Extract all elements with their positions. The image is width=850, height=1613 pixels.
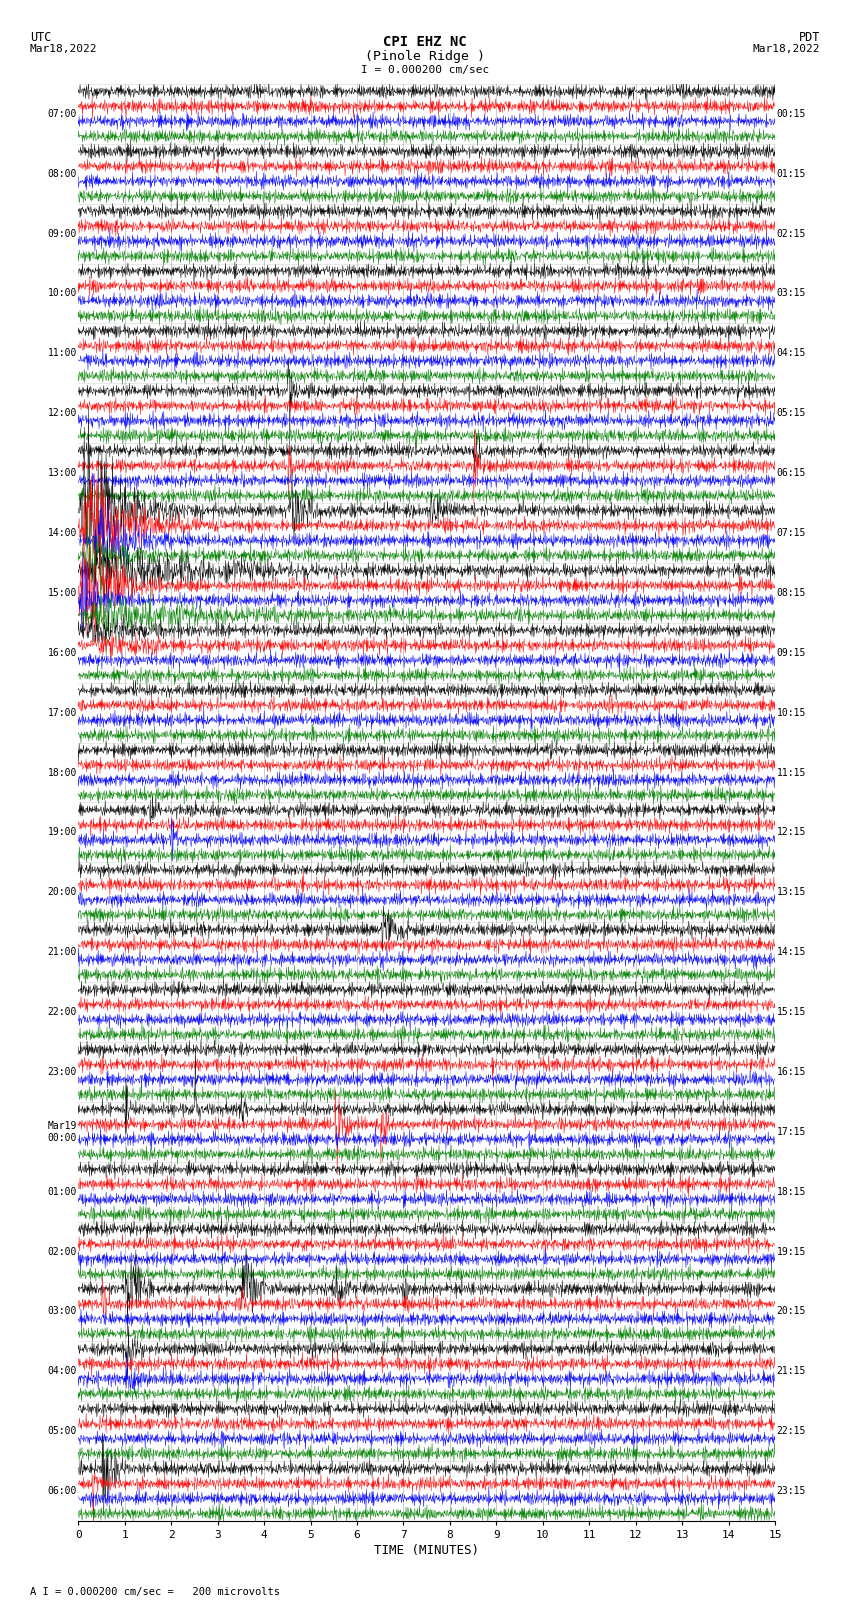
Text: UTC: UTC bbox=[30, 31, 51, 44]
Text: 09:00: 09:00 bbox=[48, 229, 76, 239]
Text: 20:15: 20:15 bbox=[777, 1307, 806, 1316]
Text: 17:00: 17:00 bbox=[48, 708, 76, 718]
Text: 22:15: 22:15 bbox=[777, 1426, 806, 1436]
Text: 10:00: 10:00 bbox=[48, 289, 76, 298]
Text: Mar18,2022: Mar18,2022 bbox=[753, 44, 820, 53]
Text: 23:15: 23:15 bbox=[777, 1486, 806, 1497]
Text: 17:15: 17:15 bbox=[777, 1127, 806, 1137]
Text: 09:15: 09:15 bbox=[777, 648, 806, 658]
Text: 06:15: 06:15 bbox=[777, 468, 806, 477]
Text: 01:00: 01:00 bbox=[48, 1187, 76, 1197]
Text: A I = 0.000200 cm/sec =   200 microvolts: A I = 0.000200 cm/sec = 200 microvolts bbox=[30, 1587, 280, 1597]
Text: 03:15: 03:15 bbox=[777, 289, 806, 298]
Text: 21:00: 21:00 bbox=[48, 947, 76, 957]
Text: 01:15: 01:15 bbox=[777, 169, 806, 179]
Text: 14:00: 14:00 bbox=[48, 527, 76, 539]
Text: 08:15: 08:15 bbox=[777, 587, 806, 598]
Text: 11:00: 11:00 bbox=[48, 348, 76, 358]
Text: 18:00: 18:00 bbox=[48, 768, 76, 777]
X-axis label: TIME (MINUTES): TIME (MINUTES) bbox=[374, 1544, 479, 1557]
Text: Mar19
00:00: Mar19 00:00 bbox=[48, 1121, 76, 1142]
Text: 16:00: 16:00 bbox=[48, 648, 76, 658]
Text: 07:00: 07:00 bbox=[48, 108, 76, 119]
Text: 13:15: 13:15 bbox=[777, 887, 806, 897]
Text: PDT: PDT bbox=[799, 31, 820, 44]
Text: 05:00: 05:00 bbox=[48, 1426, 76, 1436]
Text: Mar18,2022: Mar18,2022 bbox=[30, 44, 97, 53]
Text: I = 0.000200 cm/sec: I = 0.000200 cm/sec bbox=[361, 65, 489, 74]
Text: 05:15: 05:15 bbox=[777, 408, 806, 418]
Text: 06:00: 06:00 bbox=[48, 1486, 76, 1497]
Text: 00:15: 00:15 bbox=[777, 108, 806, 119]
Text: 04:15: 04:15 bbox=[777, 348, 806, 358]
Text: 12:00: 12:00 bbox=[48, 408, 76, 418]
Text: 19:00: 19:00 bbox=[48, 827, 76, 837]
Text: 18:15: 18:15 bbox=[777, 1187, 806, 1197]
Text: 20:00: 20:00 bbox=[48, 887, 76, 897]
Text: 02:15: 02:15 bbox=[777, 229, 806, 239]
Text: 07:15: 07:15 bbox=[777, 527, 806, 539]
Text: CPI EHZ NC: CPI EHZ NC bbox=[383, 35, 467, 50]
Text: 08:00: 08:00 bbox=[48, 169, 76, 179]
Text: 16:15: 16:15 bbox=[777, 1066, 806, 1077]
Text: 14:15: 14:15 bbox=[777, 947, 806, 957]
Text: 03:00: 03:00 bbox=[48, 1307, 76, 1316]
Text: 04:00: 04:00 bbox=[48, 1366, 76, 1376]
Text: 12:15: 12:15 bbox=[777, 827, 806, 837]
Text: 21:15: 21:15 bbox=[777, 1366, 806, 1376]
Text: 11:15: 11:15 bbox=[777, 768, 806, 777]
Text: 02:00: 02:00 bbox=[48, 1247, 76, 1257]
Text: 10:15: 10:15 bbox=[777, 708, 806, 718]
Text: 23:00: 23:00 bbox=[48, 1066, 76, 1077]
Text: (Pinole Ridge ): (Pinole Ridge ) bbox=[365, 50, 485, 63]
Text: 15:00: 15:00 bbox=[48, 587, 76, 598]
Text: 22:00: 22:00 bbox=[48, 1007, 76, 1018]
Text: 15:15: 15:15 bbox=[777, 1007, 806, 1018]
Text: 13:00: 13:00 bbox=[48, 468, 76, 477]
Text: 19:15: 19:15 bbox=[777, 1247, 806, 1257]
